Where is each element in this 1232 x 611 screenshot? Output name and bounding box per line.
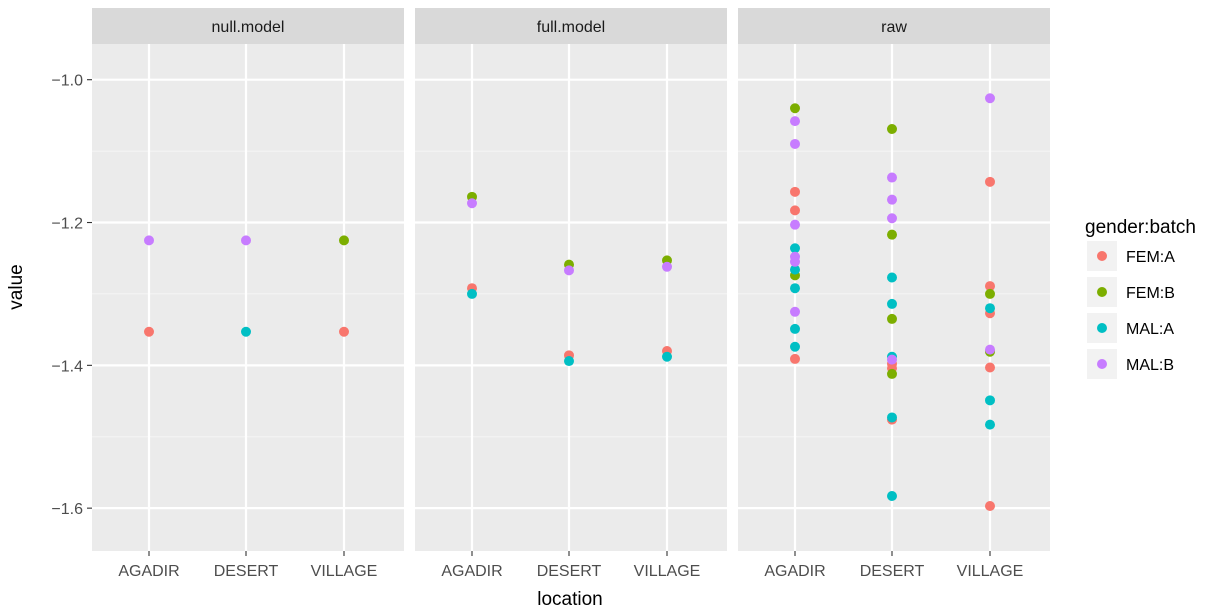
legend-label: MAL:B (1126, 357, 1174, 374)
data-point (339, 235, 349, 246)
data-point (790, 256, 800, 267)
data-point (790, 264, 800, 275)
x-tick-label: DESERT (537, 563, 602, 580)
legend-item: FEM:A (1087, 241, 1175, 271)
series-mal-b (144, 93, 995, 365)
data-point (790, 353, 800, 364)
legend-key (1097, 359, 1107, 369)
x-tick-label: VILLAGE (311, 563, 378, 580)
data-point (564, 265, 574, 276)
y-axis: −1.0 −1.2 −1.4 −1.6 (51, 73, 92, 518)
data-point (467, 198, 477, 209)
y-axis-title: value (6, 264, 27, 309)
data-point (662, 261, 672, 272)
panels: null.model full.model raw (92, 8, 1050, 551)
legend-item: MAL:A (1087, 313, 1174, 343)
data-point (985, 344, 995, 355)
y-tick-label: −1.4 (51, 358, 83, 375)
panel-raw: raw (738, 8, 1050, 551)
legend-label: MAL:A (1126, 321, 1174, 338)
data-point (985, 303, 995, 314)
y-tick-label: −1.6 (51, 501, 83, 518)
data-point (985, 281, 995, 292)
panel-background (738, 44, 1050, 551)
data-point (985, 395, 995, 406)
x-tick-label: VILLAGE (634, 563, 701, 580)
data-point (790, 205, 800, 216)
data-point (241, 326, 251, 337)
y-tick-label: −1.2 (51, 216, 83, 233)
data-point (790, 103, 800, 114)
legend-title: gender:batch (1085, 217, 1196, 238)
strip-label: null.model (212, 19, 285, 36)
panel-full-model: full.model (415, 8, 727, 551)
strip-label: full.model (537, 19, 605, 36)
data-point (887, 123, 897, 134)
legend-key (1097, 251, 1107, 261)
legend: gender:batch FEM:A FEM:B MAL:A MAL:B (1085, 217, 1196, 379)
x-tick-label: AGADIR (764, 563, 825, 580)
x-tick-label: DESERT (214, 563, 279, 580)
legend-key (1097, 323, 1107, 333)
data-point (887, 313, 897, 324)
x-axis: AGADIR DESERT VILLAGE AGADIR DESERT VILLAGE AG… (118, 551, 1023, 580)
data-point (790, 306, 800, 317)
data-point (790, 323, 800, 334)
legend-key (1097, 287, 1107, 297)
series-mal-a (241, 243, 995, 502)
data-point (985, 362, 995, 373)
data-point (790, 186, 800, 197)
data-point (985, 93, 995, 104)
x-tick-label: AGADIR (118, 563, 179, 580)
data-point (790, 341, 800, 352)
data-point (790, 283, 800, 294)
x-axis-title: location (537, 589, 603, 610)
strip-background (92, 8, 404, 44)
data-point (887, 354, 897, 365)
data-point (887, 194, 897, 205)
data-point (985, 501, 995, 512)
data-point (790, 116, 800, 127)
data-point (790, 219, 800, 230)
legend-item: FEM:B (1087, 277, 1175, 307)
data-point (887, 172, 897, 183)
strip-background (415, 8, 727, 44)
panel-null-model: null.model (92, 8, 404, 551)
data-point (790, 138, 800, 149)
data-point (985, 419, 995, 430)
legend-item: MAL:B (1087, 349, 1174, 379)
x-tick-label: AGADIR (441, 563, 502, 580)
data-point (144, 235, 154, 246)
data-point (887, 213, 897, 224)
x-tick-label: DESERT (860, 563, 925, 580)
panel-background (92, 44, 404, 551)
legend-label: FEM:B (1126, 285, 1175, 302)
data-point (339, 326, 349, 337)
strip-background (738, 8, 1050, 44)
data-point (985, 288, 995, 299)
legend-label: FEM:A (1126, 249, 1175, 266)
data-point (467, 288, 477, 299)
data-point (144, 326, 154, 337)
panel-background (415, 44, 727, 551)
data-point (985, 176, 995, 187)
data-point (887, 298, 897, 309)
data-point (887, 272, 897, 283)
strip-label: raw (881, 19, 907, 36)
data-point (887, 368, 897, 379)
data-point (564, 356, 574, 367)
data-point (887, 412, 897, 423)
data-point (887, 229, 897, 240)
y-tick-label: −1.0 (51, 73, 83, 90)
data-point (887, 491, 897, 502)
data-point (790, 243, 800, 254)
x-tick-label: VILLAGE (957, 563, 1024, 580)
data-point (662, 351, 672, 362)
data-point (241, 235, 251, 246)
